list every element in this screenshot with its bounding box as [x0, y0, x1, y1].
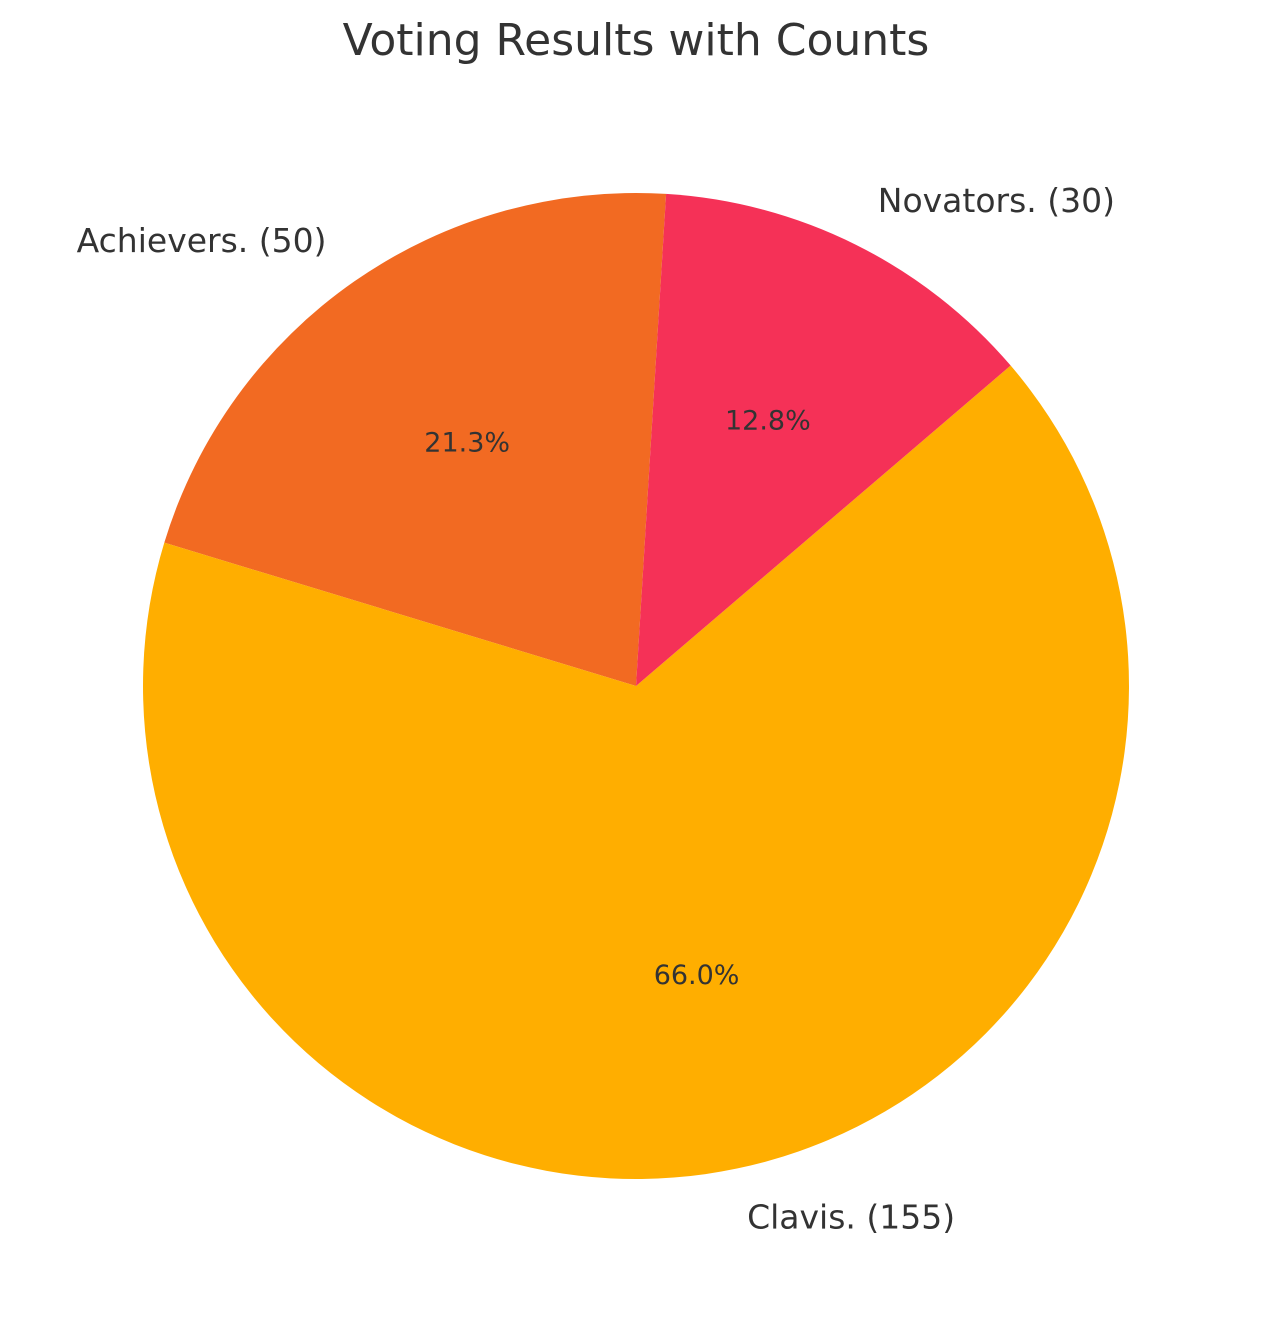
slice-label: Clavis. (155) — [747, 1197, 955, 1236]
slice-percent-label: 66.0% — [654, 960, 740, 991]
slice-percent-label: 21.3% — [424, 428, 510, 459]
pie-slice — [142, 365, 1130, 1179]
slice-percent-label: 12.8% — [725, 406, 811, 437]
pie-slice — [636, 193, 1011, 686]
pie-slice — [164, 193, 667, 686]
pie-labels: Achievers. (50) 21.3% Clavis. (155) 66.0% No… — [77, 181, 1115, 1236]
slice-label: Novators. (30) — [878, 181, 1115, 220]
slice-label: Achievers. (50) — [77, 221, 327, 260]
chart-title: Voting Results with Counts — [343, 15, 930, 66]
pie-slices — [142, 193, 1130, 1179]
